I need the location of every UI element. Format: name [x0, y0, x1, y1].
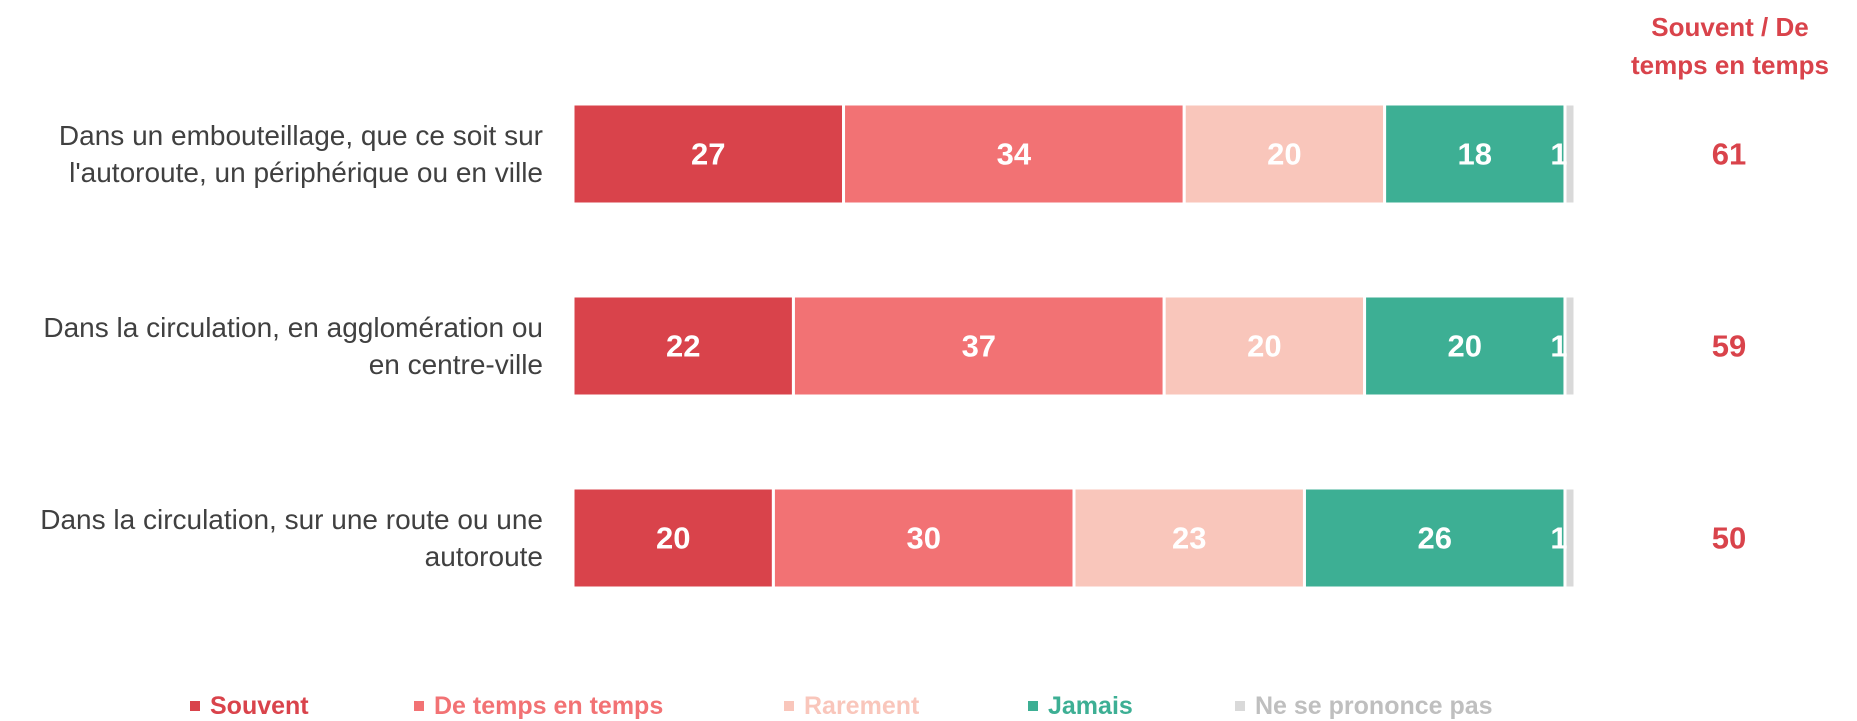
legend-label: Jamais [1048, 692, 1133, 720]
bar-segment [1363, 294, 1567, 398]
segment-label: 20 [1247, 329, 1281, 364]
category-label: Dans la circulation, sur une route ou un… [40, 504, 543, 572]
segment-label: 20 [1267, 137, 1301, 172]
legend-swatch [1028, 701, 1038, 711]
segment-label: 22 [666, 329, 700, 364]
segment-label: 1 [1550, 137, 1567, 172]
total-label: 59 [1712, 329, 1746, 364]
bar-segment [1162, 294, 1367, 398]
segment-label: 34 [997, 137, 1032, 172]
bar-segment [1563, 294, 1577, 398]
legend-swatch [784, 701, 794, 711]
segment-label: 1 [1550, 521, 1567, 556]
category-label: Dans un embouteillage, que ce soit sur l… [58, 120, 543, 188]
legend-swatch [414, 701, 424, 711]
bar-segment [791, 294, 1166, 398]
segment-label: 20 [656, 521, 690, 556]
bar-segment [571, 294, 795, 398]
segment-label: 20 [1448, 329, 1482, 364]
bar-segment [1383, 102, 1567, 206]
legend-swatch [1235, 701, 1245, 711]
segment-label: 27 [691, 137, 725, 172]
segment-label: 30 [906, 521, 940, 556]
segment-label: 26 [1417, 521, 1451, 556]
bar-segment [1182, 102, 1387, 206]
segment-label: 23 [1172, 521, 1206, 556]
legend-label: De temps en temps [434, 692, 663, 720]
bar-segment [771, 486, 1076, 590]
total-label: 50 [1712, 521, 1746, 556]
segment-label: 18 [1458, 137, 1492, 172]
bar-segment [1563, 486, 1577, 590]
legend-swatch [190, 701, 200, 711]
legend-label: Souvent [210, 692, 309, 720]
bar-segment [571, 486, 775, 590]
totals-title: Souvent / De temps en temps [1631, 12, 1829, 80]
total-label: 61 [1712, 137, 1746, 172]
segment-label: 37 [962, 329, 996, 364]
legend-label: Ne se prononce pas [1255, 692, 1493, 720]
bar-segment [1563, 102, 1577, 206]
bar-segment [571, 102, 846, 206]
legend-label: Rarement [804, 692, 920, 720]
segment-label: 1 [1550, 329, 1567, 364]
bar-segment [842, 102, 1186, 206]
category-label: Dans la circulation, en agglomération ou… [43, 312, 543, 380]
